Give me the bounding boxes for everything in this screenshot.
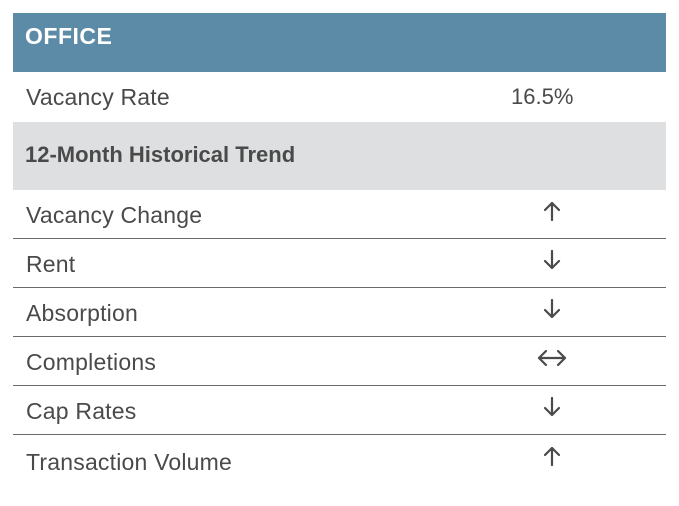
table-row: Vacancy Change: [13, 190, 666, 239]
table-row: Transaction Volume: [13, 435, 666, 487]
down-arrow-icon: [537, 296, 567, 322]
down-arrow-icon: [537, 247, 567, 273]
table-header: OFFICE: [13, 13, 666, 72]
vacancy-rate-row: Vacancy Rate 16.5%: [13, 72, 666, 122]
trend-row-label: Absorption: [26, 299, 138, 326]
table-row: Cap Rates: [13, 386, 666, 435]
table-row: Absorption: [13, 288, 666, 337]
trend-subheader: 12-Month Historical Trend: [13, 122, 666, 190]
header-title: OFFICE: [25, 23, 113, 49]
left-right-arrow-icon: [537, 345, 567, 371]
vacancy-rate-label: Vacancy Rate: [26, 83, 170, 110]
vacancy-rate-value: 16.5%: [511, 84, 574, 109]
up-arrow-icon: [537, 443, 567, 469]
down-arrow-icon: [537, 394, 567, 420]
trend-row-label: Transaction Volume: [26, 448, 233, 475]
trend-row-label: Completions: [26, 348, 157, 375]
trend-row-label: Cap Rates: [26, 397, 137, 424]
office-market-table: OFFICE Vacancy Rate 16.5% 12-Month Histo…: [13, 13, 666, 487]
trend-title: 12-Month Historical Trend: [25, 142, 296, 167]
table-row: Rent: [13, 239, 666, 288]
up-arrow-icon: [537, 198, 567, 224]
trend-row-label: Rent: [26, 250, 76, 277]
table-row: Completions: [13, 337, 666, 386]
trend-row-label: Vacancy Change: [26, 201, 203, 228]
